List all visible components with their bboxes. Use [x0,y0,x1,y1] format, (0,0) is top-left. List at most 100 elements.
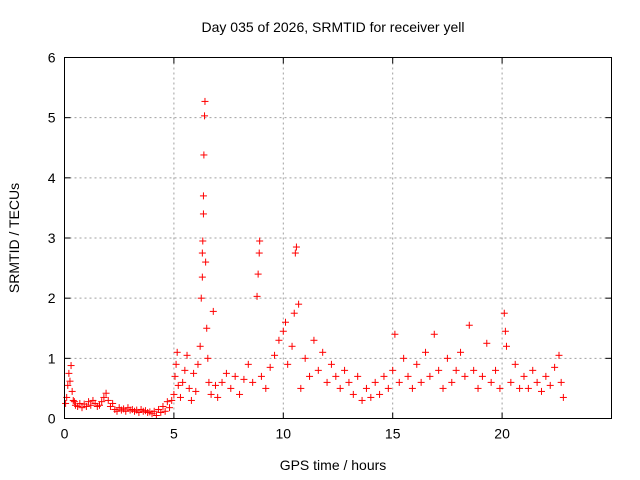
data-point-0-76 [201,112,209,120]
data-point-0-154 [483,339,491,347]
data-point-0-142 [430,330,438,338]
grid-lines [64,57,612,419]
data-point-0-169 [542,372,550,380]
data-point-0-78 [202,258,210,266]
data-point-0-113 [306,372,314,380]
data-point-0-12 [78,404,86,412]
x-tick-label-3: 15 [385,426,401,442]
data-point-0-160 [502,342,510,350]
data-point-0-105 [284,360,292,368]
data-point-0-132 [389,366,397,374]
data-point-0-125 [358,396,366,404]
data-point-0-88 [227,384,235,392]
data-point-0-107 [290,309,298,317]
data-point-0-23 [102,389,110,397]
data-point-0-91 [240,375,248,383]
data-point-0-96 [255,249,263,257]
data-point-0-11 [76,399,84,407]
data-point-0-163 [516,384,524,392]
data-point-0-67 [194,360,202,368]
data-point-0-133 [391,330,399,338]
data-point-0-81 [205,378,213,386]
data-point-0-130 [380,372,388,380]
data-point-0-111 [297,384,305,392]
data-point-0-112 [301,354,309,362]
data-point-0-80 [204,354,212,362]
y-tick-label-0: 0 [48,411,56,427]
data-point-0-162 [511,360,519,368]
data-point-0-161 [507,378,515,386]
data-point-0-159 [501,327,509,335]
data-point-0-4 [66,377,74,385]
data-point-0-32 [122,407,130,415]
x-tick-label-2: 10 [276,426,292,442]
data-point-0-61 [181,366,189,374]
data-point-0-15 [85,398,93,406]
data-point-0-57 [173,348,181,356]
data-point-0-128 [371,378,379,386]
data-point-0-92 [244,360,252,368]
data-point-0-6 [68,387,76,395]
data-point-0-151 [470,366,478,374]
data-point-0-74 [199,192,207,200]
data-point-0-71 [198,249,206,257]
data-point-0-73 [199,210,207,218]
data-point-0-3 [65,369,73,377]
axis-ticks: 0 1 2 3 4 5 6 0 5 10 15 20 [48,50,612,442]
y-tick-label-3: 3 [48,230,56,246]
data-point-0-66 [192,387,200,395]
data-point-0-24 [104,396,112,404]
data-point-0-115 [314,366,322,374]
data-point-0-139 [417,378,425,386]
data-point-0-165 [524,384,532,392]
data-point-0-104 [281,318,289,326]
data-point-0-68 [196,342,204,350]
data-point-0-86 [218,378,226,386]
data-point-0-123 [349,390,357,398]
data-point-0-8 [70,398,78,406]
data-point-0-28 [113,407,121,415]
data-point-0-149 [461,372,469,380]
data-point-0-64 [187,396,195,404]
data-point-0-16 [87,401,95,409]
data-point-0-119 [332,372,340,380]
y-tick-label-5: 5 [48,110,56,126]
data-point-0-118 [327,360,335,368]
data-point-0-145 [443,354,451,362]
x-tick-label-4: 20 [494,426,510,442]
data-point-0-26 [109,399,117,407]
data-point-0-141 [426,372,434,380]
data-point-0-49 [159,402,167,410]
data-point-0-83 [209,307,217,315]
data-point-0-155 [487,378,495,386]
data-point-0-53 [168,396,176,404]
data-point-0-51 [163,398,171,406]
data-point-0-102 [275,336,283,344]
data-point-0-148 [457,348,465,356]
y-axis-label: SRMTID / TECUs [6,183,22,293]
data-point-0-55 [171,372,179,380]
data-point-0-85 [214,393,222,401]
data-point-0-93 [249,378,257,386]
data-point-0-20 [96,401,104,409]
data-point-0-79 [203,324,211,332]
y-tick-label-2: 2 [48,290,56,306]
data-point-0-45 [150,407,158,415]
data-point-0-153 [478,372,486,380]
data-point-0-172 [555,351,563,359]
data-point-0-124 [354,372,362,380]
data-point-0-87 [222,369,230,377]
data-point-0-65 [190,369,198,377]
data-point-0-59 [176,393,184,401]
data-point-0-170 [546,381,554,389]
data-point-0-7 [69,396,77,404]
data-point-0-131 [384,384,392,392]
data-point-0-52 [166,404,174,412]
data-point-0-171 [551,363,559,371]
data-point-0-60 [179,378,187,386]
data-point-0-90 [236,390,244,398]
y-tick-label-1: 1 [48,350,56,366]
data-point-0-156 [492,366,500,374]
